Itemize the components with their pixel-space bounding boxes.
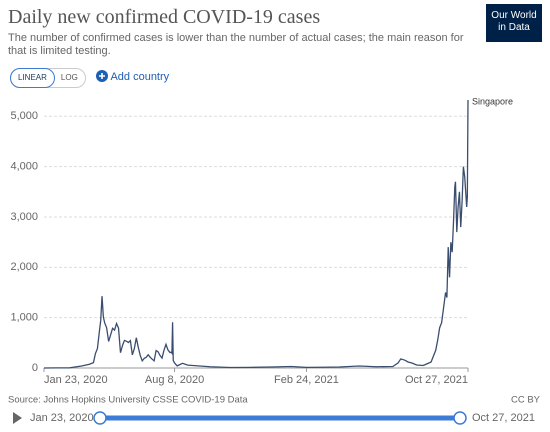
- license: CC BY: [511, 395, 541, 406]
- y-tick-label: 3,000: [10, 211, 38, 223]
- timeline-handle[interactable]: [453, 411, 467, 425]
- y-tick-label: 1,000: [10, 312, 38, 324]
- series-label: Singapore: [472, 96, 513, 106]
- add-country[interactable]: Add country: [96, 70, 169, 83]
- linear-button[interactable]: LINEAR: [10, 68, 55, 88]
- y-tick-label: 5,000: [10, 110, 38, 122]
- x-tick-label: Aug 8, 2020: [145, 374, 204, 386]
- x-tick-label: Feb 24, 2021: [274, 374, 339, 386]
- timeline-end: Oct 27, 2021: [472, 412, 535, 424]
- log-button[interactable]: LOG: [60, 73, 78, 82]
- play-button[interactable]: [13, 412, 22, 424]
- x-tick-label: Jan 23, 2020: [44, 374, 108, 386]
- timeline-start: Jan 23, 2020: [30, 412, 94, 424]
- scale-toggle: LINEAR LOG: [10, 68, 86, 88]
- y-tick-label: 0: [32, 362, 38, 374]
- logo-line: in Data: [498, 22, 530, 33]
- title: Daily new confirmed COVID-19 cases: [8, 6, 321, 28]
- data-line: [43, 99, 469, 369]
- add-country-label: Add country: [110, 71, 170, 83]
- plus-icon: [96, 70, 108, 82]
- timeline-handle[interactable]: [93, 411, 107, 425]
- y-tick-label: 4,000: [10, 161, 38, 173]
- source: Source: Johns Hopkins University CSSE CO…: [8, 395, 248, 406]
- logo-line: Our World: [491, 10, 537, 21]
- y-tick-label: 2,000: [10, 261, 38, 273]
- logo[interactable]: Our World in Data: [486, 4, 542, 42]
- x-tick-label: Oct 27, 2021: [405, 374, 468, 386]
- subtitle: The number of confirmed cases is lower t…: [8, 32, 464, 57]
